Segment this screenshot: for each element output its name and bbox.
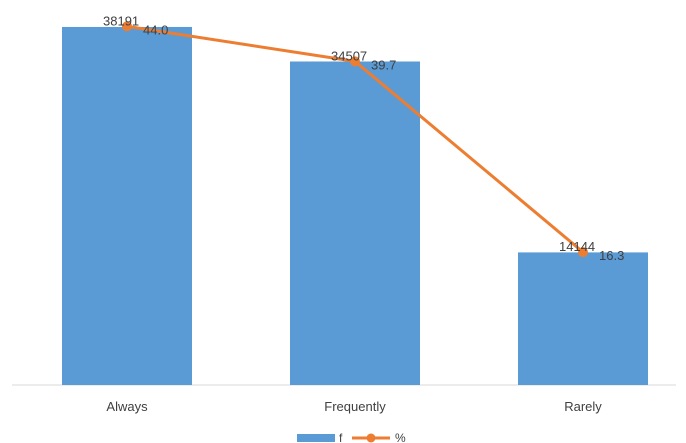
bar-value-label-frequently: 34507	[331, 48, 367, 63]
percent-marker-rarely	[578, 247, 588, 258]
legend-label-percent: %	[395, 431, 406, 443]
percent-marker-always	[122, 21, 132, 32]
legend: f%	[297, 431, 406, 443]
legend-label-f: f	[339, 431, 343, 443]
bar-rarely	[518, 252, 648, 385]
bar-value-label-rarely: 14144	[559, 239, 595, 254]
bar-frequently	[290, 61, 420, 385]
bar-always	[62, 26, 192, 385]
percent-marker-frequently	[350, 56, 360, 67]
percent-value-label-frequently: 39.7	[371, 57, 396, 72]
x-tick-label-always: Always	[106, 399, 148, 414]
legend-swatch-percent-marker	[366, 433, 376, 443]
percent-value-label-always: 44.0	[143, 22, 168, 37]
percent-value-label-rarely: 16.3	[599, 248, 624, 263]
x-tick-label-rarely: Rarely	[564, 399, 602, 414]
legend-swatch-f	[297, 434, 335, 442]
bar-value-label-always: 38191	[103, 13, 139, 28]
x-tick-label-frequently: Frequently	[324, 399, 386, 414]
